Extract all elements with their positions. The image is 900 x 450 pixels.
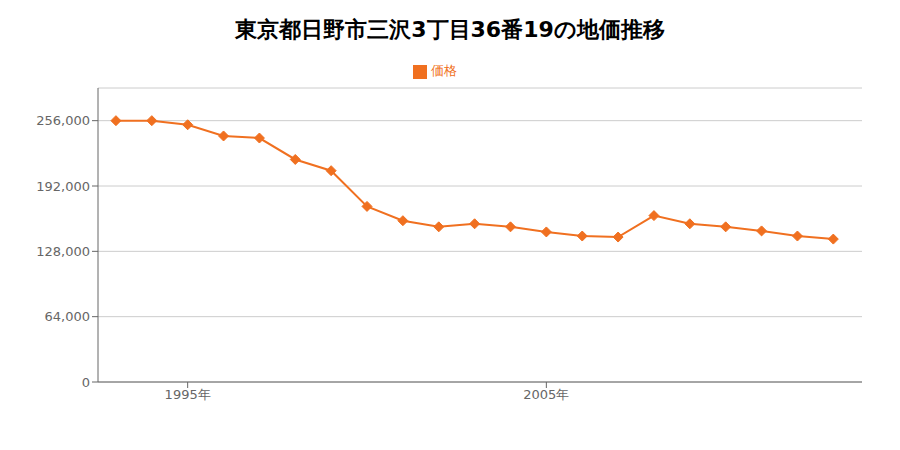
svg-text:1995年: 1995年 — [165, 387, 211, 402]
svg-text:64,000: 64,000 — [45, 309, 91, 324]
svg-text:128,000: 128,000 — [36, 244, 90, 259]
svg-text:192,000: 192,000 — [36, 179, 90, 194]
svg-text:256,000: 256,000 — [36, 113, 90, 128]
svg-text:2005年: 2005年 — [523, 387, 569, 402]
svg-text:0: 0 — [82, 375, 90, 390]
html-text:東京都日野市三沢3丁目36番19の地価推移: 東京都日野市三沢3丁目36番19の地価推移 — [235, 17, 665, 42]
html-text:価格: 価格 — [431, 63, 457, 78]
